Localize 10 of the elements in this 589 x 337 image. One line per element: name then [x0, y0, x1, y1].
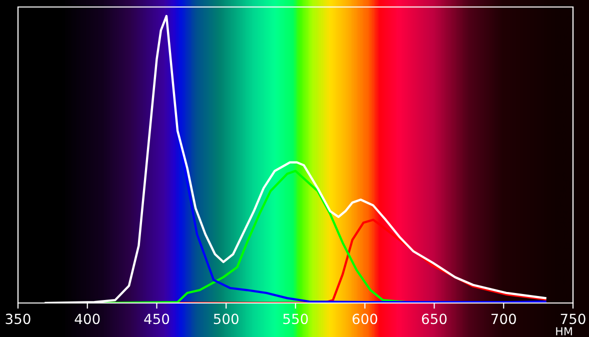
x-tick-label: 350	[6, 314, 30, 324]
x-tick-label: 600	[352, 314, 378, 324]
x-tick-label: 700	[492, 314, 516, 324]
x-tick-label: 550	[283, 314, 308, 324]
x-tick-label: 450	[144, 314, 170, 324]
x-tick-label: 500	[214, 314, 238, 324]
x-tick-label: 650	[422, 314, 447, 324]
x-tick-label: 750	[560, 314, 586, 324]
x-tick-label: 400	[74, 314, 100, 324]
x-axis-title: НМ	[556, 327, 572, 336]
